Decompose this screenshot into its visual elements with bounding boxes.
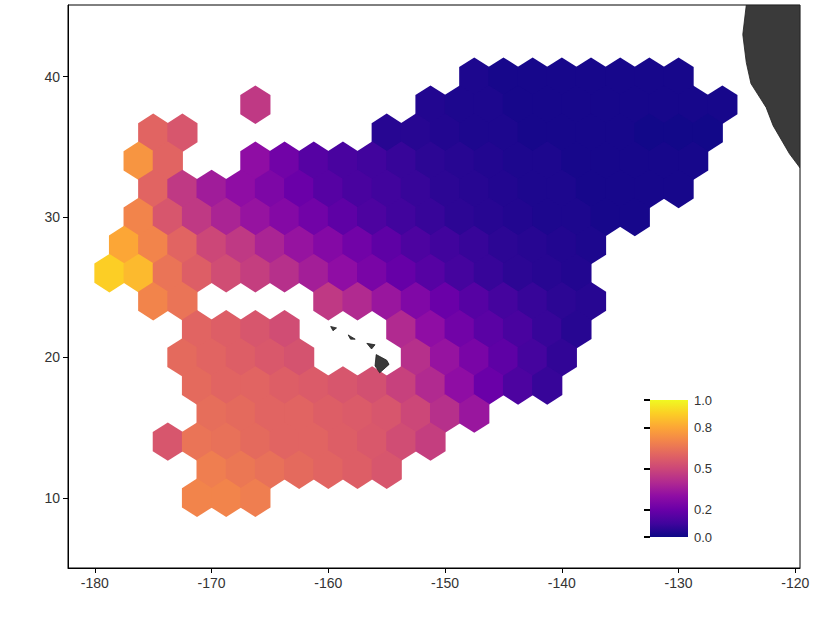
svg-text:20: 20 (44, 349, 60, 365)
svg-text:-120: -120 (781, 575, 809, 591)
svg-text:0.0: 0.0 (694, 530, 712, 545)
svg-text:-170: -170 (198, 575, 226, 591)
svg-text:10: 10 (44, 490, 60, 506)
svg-text:-130: -130 (665, 575, 693, 591)
svg-text:0.2: 0.2 (694, 502, 712, 517)
svg-text:40: 40 (44, 69, 60, 85)
svg-text:30: 30 (44, 209, 60, 225)
svg-text:1.0: 1.0 (694, 393, 712, 408)
svg-text:-160: -160 (314, 575, 342, 591)
svg-text:0.8: 0.8 (694, 420, 712, 435)
svg-text:-180: -180 (81, 575, 109, 591)
svg-text:0.5: 0.5 (694, 461, 712, 476)
svg-text:-140: -140 (548, 575, 576, 591)
svg-text:-150: -150 (431, 575, 459, 591)
